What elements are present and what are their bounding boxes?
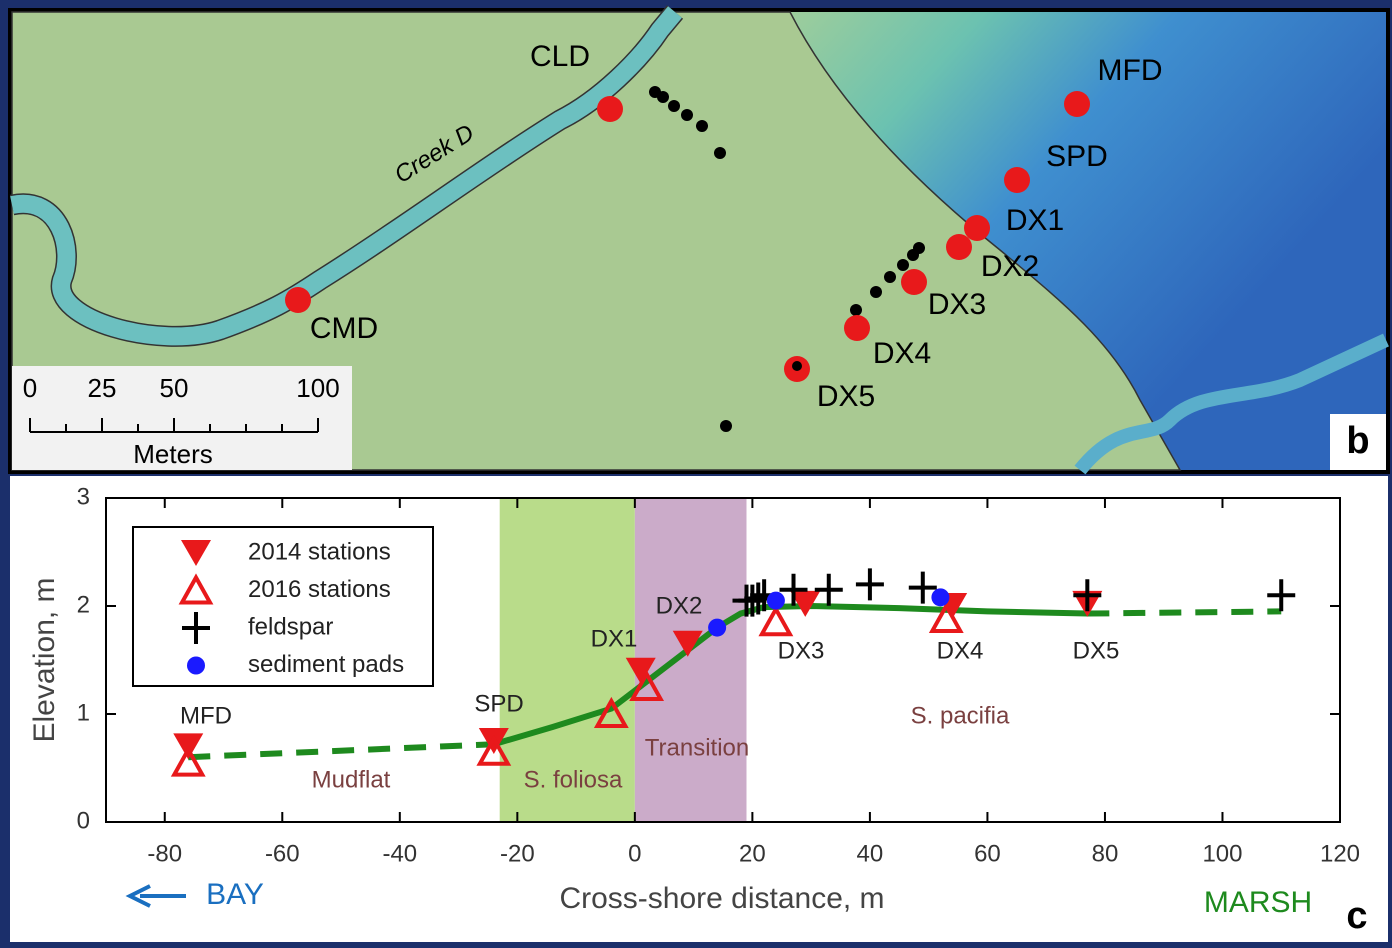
- sample-point: [720, 420, 732, 432]
- sample-point: [696, 120, 708, 132]
- annotation: Mudflat: [312, 766, 391, 793]
- annotation: BAY: [206, 878, 264, 911]
- sample-point: [850, 304, 862, 316]
- station-label: CLD: [530, 40, 590, 73]
- x-tick-label: 60: [974, 840, 1001, 867]
- x-tick-label: -80: [147, 840, 182, 867]
- x-tick-label: -40: [382, 840, 417, 867]
- scale-unit: Meters: [133, 439, 212, 469]
- x-tick-label: -20: [500, 840, 535, 867]
- x-axis-label: Cross-shore distance, m: [559, 882, 884, 915]
- station-point: [597, 96, 623, 122]
- y-tick-label: 3: [77, 483, 90, 510]
- x-tick-label: 80: [1092, 840, 1119, 867]
- sample-point: [870, 286, 882, 298]
- panel-label: b: [1346, 420, 1369, 462]
- y-tick-label: 1: [77, 699, 90, 726]
- annotation: DX2: [656, 592, 703, 619]
- station-label: DX5: [817, 380, 875, 413]
- sample-point: [884, 271, 896, 283]
- marker-pad: [931, 588, 949, 606]
- figure: Creek D Meters b S. foliosaTransition201…: [0, 0, 1392, 948]
- station-point: [946, 234, 972, 260]
- legend-marker: [187, 657, 205, 675]
- annotation: DX4: [937, 637, 984, 664]
- region-label: S. foliosa: [524, 766, 623, 793]
- legend-label: 2014 stations: [248, 538, 391, 565]
- sample-point: [792, 361, 802, 371]
- station-label: DX4: [873, 337, 931, 370]
- scale-tick-label: 50: [160, 373, 189, 403]
- station-point: [844, 315, 870, 341]
- x-tick-label: 0: [628, 840, 641, 867]
- sample-point: [897, 259, 909, 271]
- legend-label: sediment pads: [248, 651, 404, 678]
- scale-tick-label: 100: [296, 373, 339, 403]
- x-tick-label: -60: [265, 840, 300, 867]
- annotation: S. pacifia: [911, 702, 1010, 729]
- station-point: [1004, 167, 1030, 193]
- sample-point: [907, 249, 919, 261]
- station-label: MFD: [1098, 54, 1163, 87]
- station-label: DX2: [981, 250, 1039, 283]
- station-point: [285, 287, 311, 313]
- x-tick-label: 120: [1320, 840, 1360, 867]
- annotation: MFD: [180, 702, 232, 729]
- annotation: DX5: [1073, 637, 1120, 664]
- annotation: MARSH: [1204, 886, 1312, 919]
- scale-tick-label: 25: [88, 373, 117, 403]
- station-point: [964, 215, 990, 241]
- x-tick-label: 20: [739, 840, 766, 867]
- region-label: Transition: [645, 734, 749, 761]
- annotation: SPD: [474, 690, 523, 717]
- x-tick-label: 100: [1202, 840, 1242, 867]
- panel-label: c: [1346, 895, 1367, 937]
- annotation: DX3: [778, 637, 825, 664]
- station-label: CMD: [310, 312, 378, 345]
- page: Creek D Meters b S. foliosaTransition201…: [0, 0, 1392, 948]
- station-label: SPD: [1046, 140, 1108, 173]
- y-tick-label: 0: [77, 807, 90, 834]
- sample-point: [668, 100, 680, 112]
- annotation: DX1: [591, 625, 638, 652]
- y-tick-label: 2: [77, 591, 90, 618]
- y-axis-label: Elevation, m: [28, 577, 61, 742]
- marker-pad: [767, 592, 785, 610]
- legend-label: feldspar: [248, 613, 333, 640]
- scale-tick-label: 0: [23, 373, 37, 403]
- x-tick-label: 40: [857, 840, 884, 867]
- station-point: [901, 269, 927, 295]
- marker-pad: [708, 619, 726, 637]
- station-label: DX1: [1006, 204, 1064, 237]
- station-label: DX3: [928, 288, 986, 321]
- legend-label: 2016 stations: [248, 576, 391, 603]
- sample-point: [657, 91, 669, 103]
- sample-point: [714, 147, 726, 159]
- sample-point: [681, 109, 693, 121]
- station-point: [1064, 91, 1090, 117]
